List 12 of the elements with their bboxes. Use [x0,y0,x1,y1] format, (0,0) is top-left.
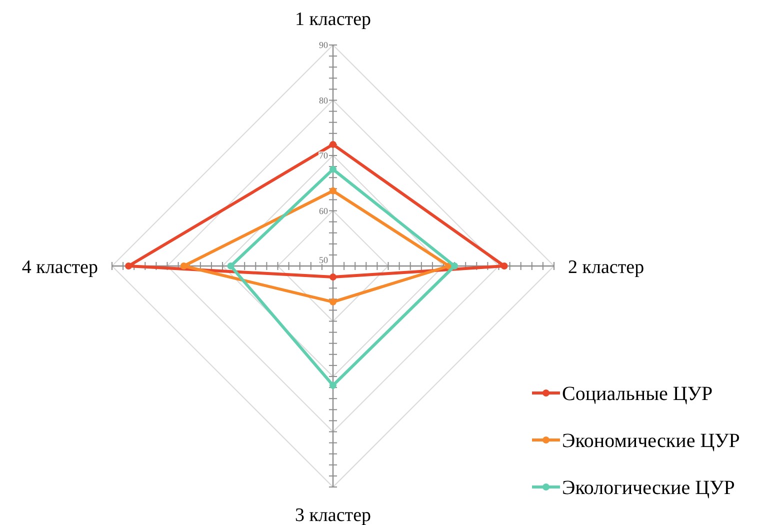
y-tick-label: 80 [319,95,328,106]
y-tick-label: 90 [319,40,328,50]
legend-label: Экономические ЦУР [562,430,740,452]
y-tick-label: 70 [319,150,328,160]
y-tick-label: 50 [319,255,328,265]
spoke-label: 2 кластер [568,257,644,278]
legend-label: Социальные ЦУР [562,383,713,405]
y-tick-label: 60 [319,206,328,216]
legend-label: Экологические ЦУР [562,477,735,499]
spoke-label: 1 кластер [294,9,372,30]
spoke-label: 4 кластер [22,257,98,278]
spoke-label: 3 кластер [294,505,372,525]
